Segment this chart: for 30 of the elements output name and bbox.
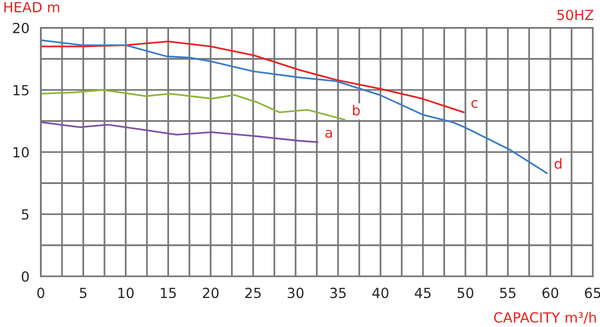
x-tick-label: 20: [202, 288, 219, 298]
x-tick-label: 10: [118, 288, 134, 298]
x-tick-label: 45: [414, 288, 431, 298]
x-tick-label: 30: [288, 288, 304, 298]
x-tick-label: 40: [372, 288, 388, 298]
line-series: [40, 89, 346, 121]
x-tick-label: 50: [458, 288, 474, 298]
y-tick-label: 0: [22, 271, 29, 282]
x-tick-label: 0: [37, 288, 44, 298]
x-tick-label: 25: [245, 288, 261, 298]
line-series: [40, 121, 318, 143]
series-label: b: [353, 104, 360, 116]
x-tick-label: 5: [80, 288, 86, 298]
y-axis-title: HEAD m: [4, 2, 60, 12]
x-tick-label: 15: [160, 288, 176, 298]
y-tick-label: 20: [13, 22, 29, 34]
series-label: c: [471, 100, 478, 108]
line-series: [40, 40, 465, 114]
text: 50HZ: [557, 10, 594, 20]
y-tick-label: 10: [14, 147, 29, 158]
y-tick-label: 5: [22, 209, 28, 220]
series-label: a: [325, 130, 332, 138]
x-axis-title: CAPACITY m³/h: [494, 312, 596, 324]
x-tick-label: 55: [500, 288, 516, 298]
x-tick-label: 35: [330, 288, 346, 298]
x-tick-label: 60: [542, 288, 558, 298]
line-series: [40, 39, 548, 174]
series-label: d: [554, 158, 562, 169]
y-tick-label: 15: [14, 85, 28, 96]
x-tick-label: 65: [584, 288, 600, 298]
